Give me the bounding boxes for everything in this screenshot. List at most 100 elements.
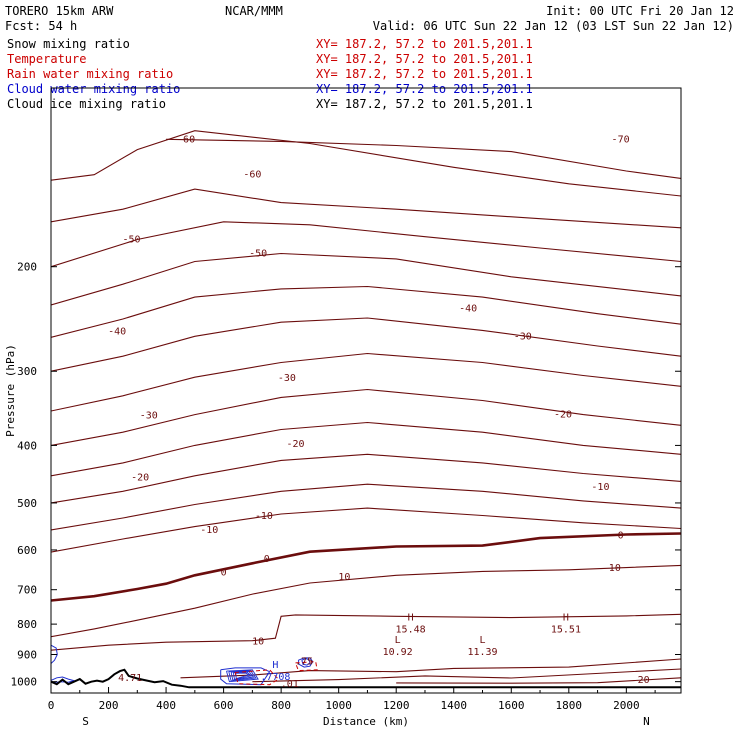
cloud-water-contour-2: [301, 658, 311, 666]
isotherm--20-9: [51, 421, 681, 477]
contour-label: 60: [183, 134, 195, 145]
model-label: TORERO 15km ARW: [5, 4, 114, 18]
contour-label: -30: [514, 331, 532, 342]
cloud-water-contour-3: [51, 644, 58, 664]
extremum-value: 10.92: [383, 647, 413, 658]
contour-label: -10: [255, 511, 273, 522]
field-xy: XY= 187.2, 57.2 to 201.5,201.1: [316, 52, 533, 66]
contour-label: 20: [638, 675, 650, 686]
field-xy: XY= 187.2, 57.2 to 201.5,201.1: [316, 97, 533, 111]
extremum-value: 15.48: [396, 624, 426, 635]
cloud-water-contour-4: [51, 676, 76, 683]
contour-label: -40: [459, 303, 477, 314]
contour-label: -10: [591, 482, 609, 493]
x-tick-label: 0: [48, 699, 55, 712]
isotherm--70-0: [166, 138, 681, 179]
isotherm--10-11: [51, 483, 681, 531]
extremum-value: 15.51: [551, 624, 581, 635]
isotherm-0-13: [51, 532, 681, 602]
field-xy: XY= 187.2, 57.2 to 201.5,201.1: [316, 67, 533, 81]
y-tick-label: 400: [17, 439, 37, 452]
plot-frame: [50, 87, 682, 694]
field-name: Cloud ice mixing ratio: [7, 97, 166, 111]
terrain-line: [51, 668, 681, 689]
forecast-label: Fcst: 54 h: [5, 19, 77, 33]
x-end-label-left: S: [82, 715, 89, 728]
cloud-water-inner-1: [228, 670, 257, 682]
field-name: Snow mixing ratio: [7, 37, 130, 51]
y-axis-label: Pressure (hPa): [4, 344, 17, 437]
isotherm--10-12: [51, 507, 681, 553]
x-axis-label: Distance (km): [323, 715, 409, 728]
x-tick-label: 200: [99, 699, 119, 712]
field-name: Cloud water mixing ratio: [7, 82, 180, 96]
x-end-label-right: N: [643, 715, 650, 728]
isotherm--50-4: [51, 252, 681, 306]
contour-label: .01: [281, 679, 299, 690]
y-tick-label: 1000: [11, 676, 38, 689]
isotherm--50-3: [51, 221, 681, 268]
field-list: Snow mixing ratio XY= 187.2, 57.2 to 201.…: [7, 37, 533, 111]
contour-label: -20: [131, 472, 149, 483]
contour-label: -70: [612, 134, 630, 145]
valid-label: Valid: 06 UTC Sun 22 Jan 12 (03 LST Sun …: [373, 19, 734, 33]
x-tick-label: 1400: [440, 699, 467, 712]
contour-label: 4.71: [118, 673, 142, 684]
contour-label: -10: [200, 525, 218, 536]
x-tick-label: 1200: [383, 699, 410, 712]
y-tick-label: 200: [17, 261, 37, 274]
contour-label: -50: [249, 248, 267, 259]
cloud-water-contour-1: [297, 657, 314, 668]
y-tick-label: 700: [17, 584, 37, 597]
contour-label: -30: [278, 373, 296, 384]
isotherm--60-2: [51, 188, 681, 229]
extremum-type: H: [272, 660, 278, 671]
x-tick-label: 800: [271, 699, 291, 712]
extremum-value: .7708: [260, 672, 290, 683]
extremum-type: L: [395, 635, 401, 646]
isotherm-20-17: [252, 668, 681, 683]
isotherm--30-8: [51, 388, 681, 446]
isotherm--60-1: [51, 130, 681, 197]
cloud-water-contour-0: [220, 667, 271, 686]
x-tick-label: 1600: [498, 699, 525, 712]
extremum-type: H: [408, 612, 414, 623]
contour-label: 0: [264, 554, 270, 565]
contour-label: 10: [609, 563, 621, 574]
y-tick-label: 900: [17, 648, 37, 661]
extremum-type: L: [479, 635, 485, 646]
isotherm--40-6: [51, 317, 681, 372]
y-tick-label: 800: [17, 618, 37, 631]
extremum-type: H: [563, 612, 569, 623]
field-xy: XY= 187.2, 57.2 to 201.5,201.1: [316, 37, 533, 51]
contour-label: -40: [108, 326, 126, 337]
contour-label: .75: [295, 657, 313, 668]
cloud-water-inner-0: [226, 669, 259, 683]
contour-label: 10: [252, 637, 264, 648]
isotherm--40-5: [51, 285, 681, 338]
center-label: NCAR/MMM: [225, 4, 283, 18]
x-tick-label: 600: [214, 699, 234, 712]
isotherm--20-10: [51, 453, 681, 504]
contour-label: -60: [243, 170, 261, 181]
plot-inner: H15.48H15.51L10.92L11.39H.77084.71.01.75…: [51, 130, 681, 690]
x-tick-label: 1000: [325, 699, 352, 712]
isotherm-20-18: [396, 677, 681, 684]
contour-label: -20: [554, 410, 572, 421]
cloud-water-inner-4: [235, 672, 251, 680]
contour-label: 0: [618, 530, 624, 541]
rain-water-contour-2: [295, 661, 318, 672]
y-tick-label: 500: [17, 497, 37, 510]
contour-label: -50: [123, 235, 141, 246]
x-tick-label: 1800: [556, 699, 583, 712]
field-xy: XY= 187.2, 57.2 to 201.5,201.1: [316, 82, 533, 96]
init-label: Init: 00 UTC Fri 20 Jan 12: [546, 4, 734, 18]
field-name: Temperature: [7, 52, 86, 66]
field-name: Rain water mixing ratio: [7, 67, 173, 81]
isotherm--30-7: [51, 352, 681, 412]
contour-label: -20: [286, 439, 304, 450]
contour-label: -30: [140, 410, 158, 421]
contour-label: 0: [221, 568, 227, 579]
x-tick-label: 400: [156, 699, 176, 712]
